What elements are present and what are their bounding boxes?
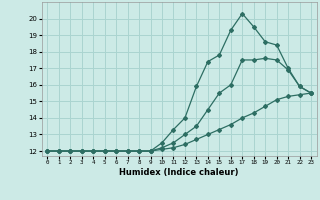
X-axis label: Humidex (Indice chaleur): Humidex (Indice chaleur) <box>119 168 239 177</box>
